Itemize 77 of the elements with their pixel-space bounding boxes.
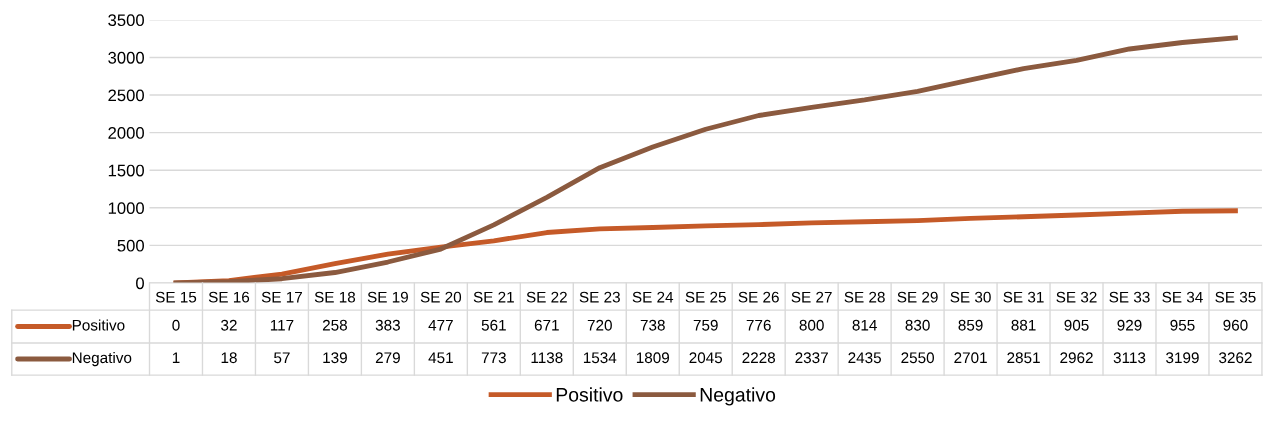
data-label: 2550 — [901, 352, 935, 364]
data-label: 776 — [746, 319, 771, 331]
x-tick-label: SE 20 — [420, 291, 462, 303]
x-tick-label: SE 23 — [579, 291, 620, 303]
line-series — [173, 208, 1238, 283]
data-label: 561 — [481, 319, 506, 331]
y-tick-label: 1500 — [108, 164, 144, 177]
data-label: 955 — [1170, 319, 1195, 331]
x-tick-label: SE 28 — [844, 291, 885, 303]
x-tick-label: SE 26 — [738, 291, 779, 303]
data-label: 117 — [270, 319, 294, 331]
y-tick-label: 1000 — [108, 202, 144, 215]
data-label: 800 — [799, 319, 824, 331]
x-tick-label: SE 18 — [314, 291, 356, 303]
text: Negativo — [700, 387, 776, 406]
x-tick-label: SE 29 — [897, 291, 938, 303]
line-series — [173, 35, 1238, 283]
y-tick-label: 3500 — [108, 14, 144, 27]
data-label: 2701 — [954, 352, 987, 364]
x-tick-label: SE 31 — [1003, 291, 1044, 303]
data-label: 1 — [172, 352, 180, 363]
data-label: 18 — [221, 352, 237, 364]
y-tick-label: 2000 — [108, 127, 144, 139]
data-label: 279 — [375, 352, 400, 364]
y-tick-label: 3000 — [108, 51, 144, 64]
data-label: 814 — [852, 319, 877, 331]
data-label: 2228 — [742, 352, 776, 364]
x-tick-label: SE 17 — [261, 291, 302, 303]
x-tick-label: SE 35 — [1215, 291, 1256, 303]
x-tick-label: SE 24 — [632, 291, 674, 303]
data-label: 383 — [375, 319, 400, 331]
x-tick-label: SE 34 — [1162, 291, 1203, 303]
legend-label: Positivo — [72, 319, 125, 331]
x-tick-label: SE 30 — [950, 291, 991, 303]
data-label: 738 — [640, 319, 665, 331]
data-label: 720 — [587, 319, 612, 331]
data-label: 0 — [172, 319, 180, 331]
data-label: 32 — [221, 319, 237, 331]
x-tick-label: SE 15 — [155, 291, 197, 303]
data-label: 1809 — [636, 352, 670, 364]
x-tick-label: SE 21 — [473, 291, 514, 303]
data-label: 1138 — [531, 352, 563, 364]
data-label: 773 — [481, 352, 506, 364]
legend-label: Negativo — [72, 351, 132, 367]
data-label: 2045 — [689, 352, 723, 364]
data-label: 3262 — [1219, 352, 1252, 364]
data-label: 2337 — [795, 352, 828, 364]
data-label: 3113 — [1113, 352, 1146, 364]
x-tick-label: SE 25 — [685, 291, 726, 303]
data-label: 929 — [1117, 319, 1142, 331]
x-tick-label: SE 16 — [208, 291, 250, 303]
data-label: 477 — [428, 319, 453, 331]
data-label: 258 — [322, 319, 347, 331]
data-label: 1534 — [583, 352, 617, 364]
x-tick-label: SE 32 — [1056, 291, 1097, 303]
data-label: 881 — [1011, 319, 1036, 331]
x-tick-label: SE 19 — [367, 291, 408, 303]
y-tick-label: 0 — [136, 277, 144, 290]
data-label: 3199 — [1166, 352, 1199, 364]
data-label: 2435 — [848, 352, 881, 364]
data-label: 960 — [1223, 319, 1248, 331]
data-label: 905 — [1064, 319, 1089, 331]
y-tick-label: 500 — [117, 239, 144, 252]
data-label: 671 — [534, 319, 559, 331]
data-label: 57 — [274, 352, 290, 364]
data-label: 139 — [323, 352, 347, 364]
text: Positivo — [556, 387, 623, 402]
x-tick-label: SE 22 — [526, 291, 567, 303]
data-label: 759 — [693, 319, 718, 331]
data-label: 859 — [958, 319, 983, 331]
data-label: 2851 — [1007, 352, 1040, 364]
x-tick-label: SE 27 — [791, 291, 832, 303]
x-tick-label: SE 33 — [1109, 291, 1150, 303]
data-label: 451 — [428, 352, 453, 364]
y-tick-label: 2500 — [108, 89, 144, 102]
data-label: 830 — [905, 319, 930, 331]
data-label: 2962 — [1060, 352, 1093, 364]
